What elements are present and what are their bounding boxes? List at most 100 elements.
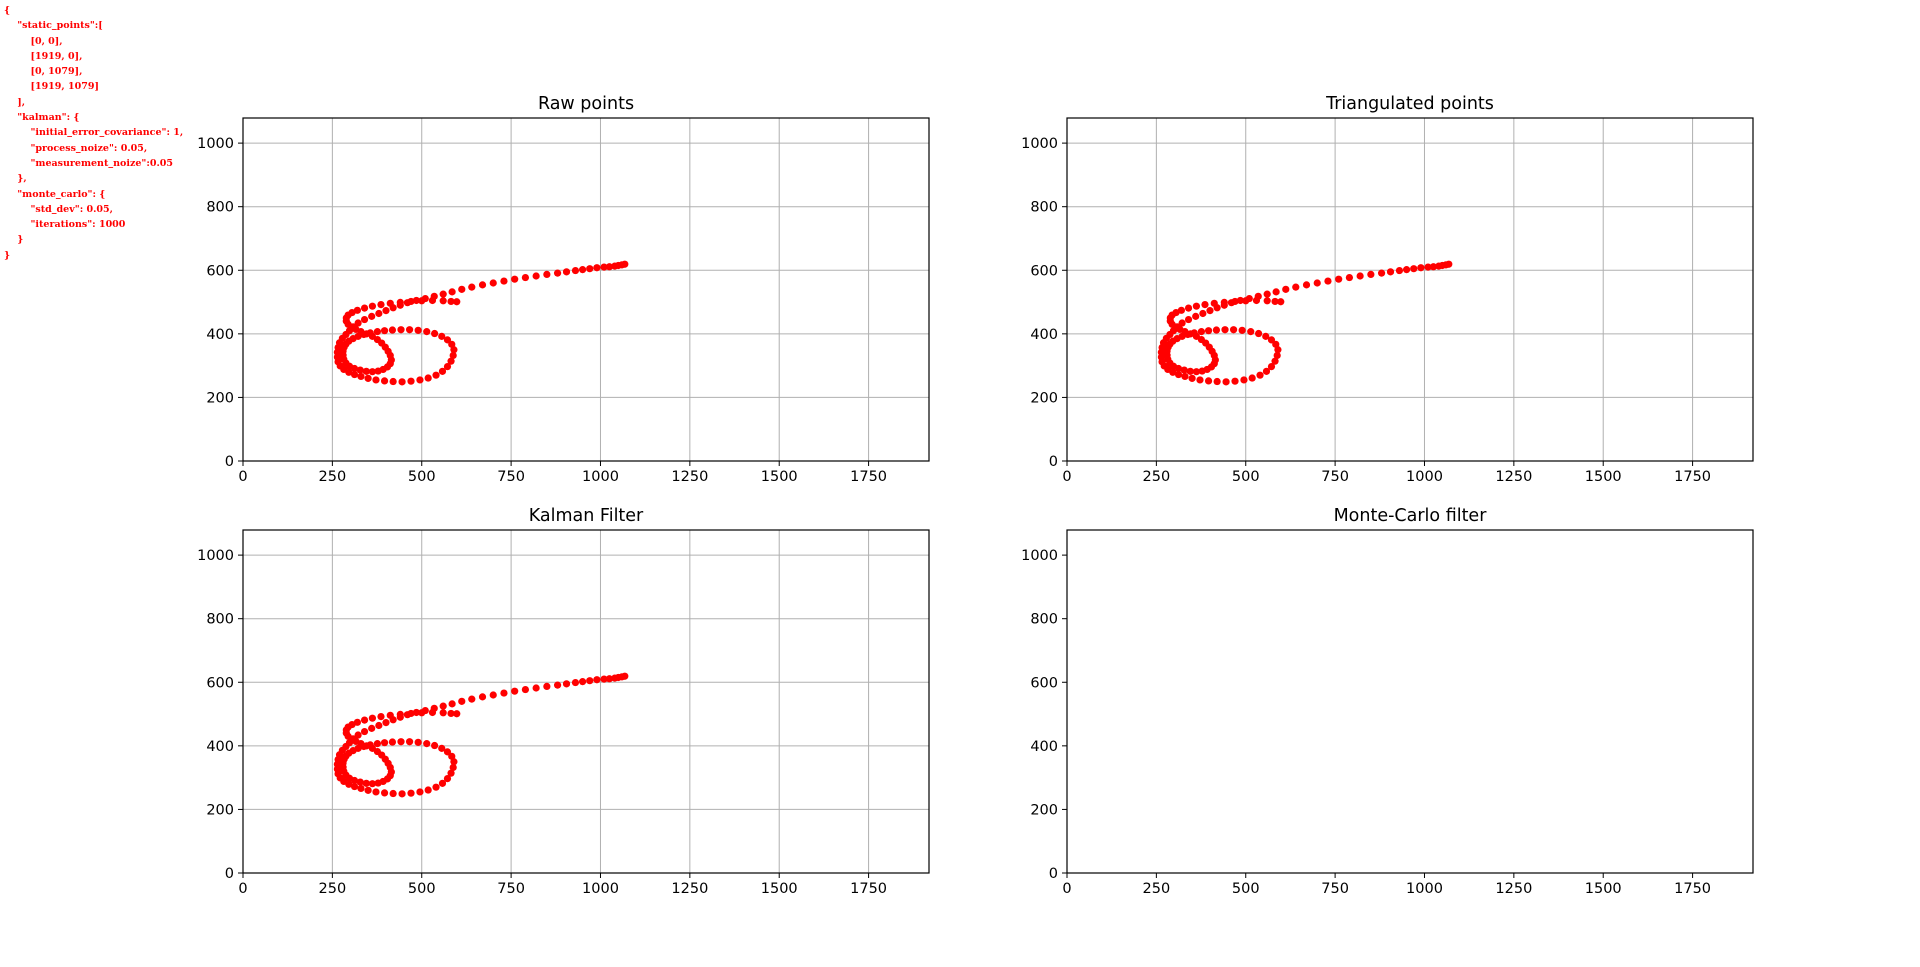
data-point [1248, 374, 1256, 382]
data-point [1267, 336, 1276, 344]
y-tick-label: 0 [1049, 454, 1058, 470]
config-line: [0, 1079], [4, 66, 83, 78]
data-point [350, 370, 359, 379]
data-point [368, 368, 377, 376]
data-point [1174, 364, 1183, 373]
data-point [562, 680, 571, 688]
data-point [356, 366, 364, 374]
data-point [353, 306, 361, 314]
data-point [418, 297, 426, 305]
data-point [382, 307, 390, 315]
data-point [373, 740, 382, 748]
config-line: [1919, 1079] [4, 81, 99, 93]
y-tick-label: 0 [1049, 866, 1058, 882]
data-point [438, 779, 447, 787]
x-tick-label: 1250 [671, 469, 708, 485]
data-point [416, 376, 424, 384]
data-point [521, 685, 530, 694]
data-point [360, 716, 369, 724]
data-point [586, 677, 594, 685]
data-point [1377, 269, 1386, 277]
data-point [605, 675, 614, 683]
x-tick-label: 250 [319, 881, 347, 897]
data-point [1192, 302, 1201, 310]
data-point [363, 330, 371, 338]
x-tick-label: 0 [1062, 469, 1071, 485]
x-tick-label: 1000 [582, 469, 619, 485]
data-point [424, 374, 432, 382]
y-tick-label: 600 [1030, 675, 1058, 691]
data-point [593, 264, 601, 272]
config-line: { [4, 5, 11, 16]
y-tick-label: 200 [206, 390, 234, 406]
data-point [489, 279, 497, 287]
data-point [1302, 281, 1311, 289]
data-point [1256, 371, 1264, 379]
data-point [368, 714, 377, 722]
data-point [579, 266, 587, 274]
x-tick-label: 250 [1143, 881, 1171, 897]
data-point [453, 298, 461, 306]
x-tick-label: 1250 [671, 881, 708, 897]
data-point [418, 709, 426, 717]
data-point [443, 748, 452, 756]
data-point [447, 769, 455, 777]
data-point [1229, 326, 1238, 334]
data-point [1213, 377, 1221, 386]
data-point [363, 742, 371, 750]
data-point [543, 270, 551, 279]
data-point [458, 285, 466, 293]
data-point [448, 340, 456, 348]
data-point [1238, 326, 1246, 334]
data-point [424, 786, 432, 794]
config-line: } [4, 234, 24, 246]
x-tick-label: 0 [238, 469, 247, 485]
config-line: [0, 0], [4, 35, 63, 47]
data-point [1206, 307, 1214, 315]
data-point [1210, 299, 1218, 307]
data-point [386, 299, 394, 307]
data-point [511, 687, 519, 695]
data-point [364, 786, 372, 794]
data-point [600, 263, 608, 271]
data-point [439, 290, 447, 298]
x-tick-label: 1000 [1406, 881, 1443, 897]
data-point [1324, 277, 1332, 285]
data-point [380, 377, 389, 385]
data-point [500, 277, 508, 285]
data-point [571, 678, 580, 687]
chart-panel: 0 250 500 750 1000 1250 1500 1750 0 200 400 600 800 1… [197, 506, 930, 897]
data-point [1282, 285, 1290, 293]
y-tick-label: 1000 [1021, 548, 1058, 564]
config-line: "measurement_noize":0.05 [4, 157, 173, 169]
data-point [1221, 326, 1229, 334]
data-point [407, 297, 415, 306]
data-point [428, 708, 437, 717]
data-point [1292, 283, 1300, 291]
x-tick-label: 0 [1062, 881, 1071, 897]
y-tick-label: 800 [1030, 200, 1058, 216]
data-point [511, 275, 519, 283]
config-line: "process_noize": 0.05, [4, 142, 148, 154]
data-point [1429, 263, 1438, 271]
data-point [489, 691, 497, 699]
data-point [1271, 297, 1279, 306]
data-point [1236, 296, 1244, 305]
data-point [611, 262, 619, 270]
data-point [431, 329, 439, 338]
data-point [405, 738, 414, 746]
y-tick-label: 600 [1030, 263, 1058, 279]
data-point [1435, 262, 1443, 270]
y-tick-label: 1000 [197, 136, 234, 152]
data-point [1417, 264, 1425, 272]
chart-title: Triangulated points [1325, 94, 1494, 114]
data-point [373, 328, 382, 336]
data-point [368, 302, 377, 310]
x-tick-label: 1500 [761, 881, 798, 897]
data-point [350, 776, 359, 785]
y-tick-label: 800 [206, 200, 234, 216]
data-point [1231, 377, 1239, 385]
x-tick-label: 250 [1143, 469, 1171, 485]
y-tick-label: 400 [206, 739, 234, 755]
data-point [449, 351, 457, 360]
